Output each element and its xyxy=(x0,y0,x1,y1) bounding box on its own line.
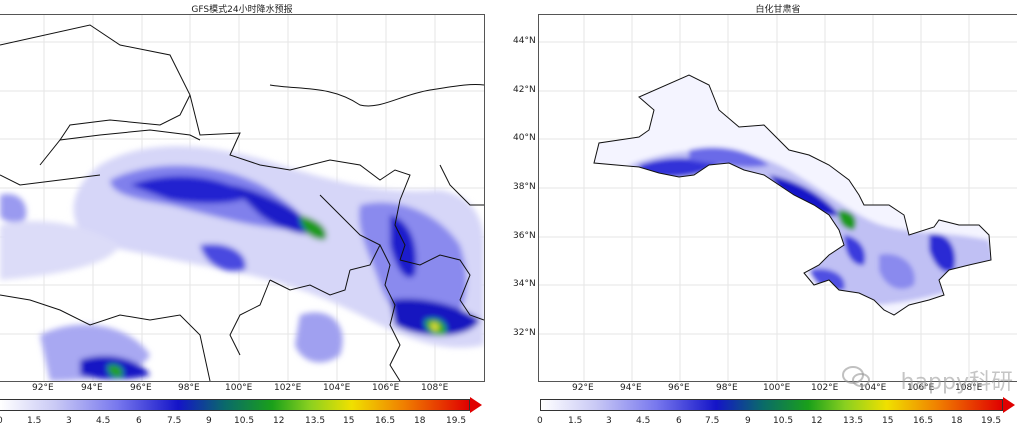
left-colorbar-label: 13.5 xyxy=(305,416,326,426)
right-map-svg xyxy=(539,15,1017,381)
right-colorbar-label: 10.5 xyxy=(773,416,794,426)
right-colorbar-label: 7.5 xyxy=(705,416,720,426)
right-colorbar-label: 15 xyxy=(882,416,894,426)
left-colorbar-label: 19.5 xyxy=(446,416,467,426)
right-lat-label: 32°N xyxy=(513,328,536,338)
left-precip-map xyxy=(0,14,485,382)
right-colorbar-label: 13.5 xyxy=(843,416,864,426)
right-lon-label: 92°E xyxy=(572,383,594,393)
left-colorbar-label: 18 xyxy=(414,416,426,426)
left-colorbar-label: 4.5 xyxy=(96,416,111,426)
right-colorbar-label: 12 xyxy=(811,416,823,426)
right-colorbar-label: 18 xyxy=(951,416,963,426)
right-lat-label: 42°N xyxy=(513,85,536,95)
left-lon-label: 104°E xyxy=(323,383,351,393)
left-colorbar-arrow xyxy=(470,397,482,413)
right-colorbar-label: 9 xyxy=(745,416,751,426)
left-colorbar-label: 9 xyxy=(206,416,212,426)
right-precip-map xyxy=(538,14,1017,382)
gansu-boundary xyxy=(593,74,992,316)
left-lon-label: 98°E xyxy=(178,383,200,393)
right-lat-label: 38°N xyxy=(513,182,536,192)
right-lat-label: 34°N xyxy=(513,279,536,289)
right-lat-label: 44°N xyxy=(513,36,536,46)
left-lon-label: 96°E xyxy=(130,383,152,393)
right-lon-label: 108°E xyxy=(955,383,983,393)
left-colorbar-label: 15 xyxy=(343,416,355,426)
right-clipped-field xyxy=(594,75,991,315)
left-lon-label: 108°E xyxy=(421,383,449,393)
left-colorbar-label: 1.5 xyxy=(27,416,42,426)
right-colorbar-label: 4.5 xyxy=(636,416,651,426)
left-lon-label: 92°E xyxy=(32,383,54,393)
right-colorbar xyxy=(540,399,1003,411)
right-lon-label: 98°E xyxy=(716,383,738,393)
left-lon-label: 102°E xyxy=(274,383,302,393)
right-colorbar-label: 1.5 xyxy=(568,416,583,426)
left-panel-title: GFS模式24小时降水预报 xyxy=(191,5,293,15)
right-colorbar-label: 0 xyxy=(537,416,543,426)
left-colorbar-label: 10.5 xyxy=(234,416,255,426)
right-lon-label: 104°E xyxy=(859,383,887,393)
left-colorbar-label: 7.5 xyxy=(167,416,182,426)
right-lon-label: 106°E xyxy=(907,383,935,393)
left-map-svg xyxy=(0,15,484,381)
left-colorbar-label: 12 xyxy=(273,416,285,426)
left-colorbar-label: 0 xyxy=(0,416,3,426)
wechat-icon xyxy=(842,366,870,387)
left-colorbar-label: 3 xyxy=(66,416,72,426)
right-colorbar-arrow xyxy=(1003,397,1015,413)
right-colorbar-label: 3 xyxy=(606,416,612,426)
right-colorbar-label: 6 xyxy=(676,416,682,426)
left-colorbar-label: 6 xyxy=(136,416,142,426)
left-lon-label: 94°E xyxy=(81,383,103,393)
right-lon-label: 94°E xyxy=(620,383,642,393)
right-lat-label: 36°N xyxy=(513,231,536,241)
right-lat-label: 40°N xyxy=(513,133,536,143)
left-colorbar-label: 16.5 xyxy=(375,416,396,426)
left-lon-label: 106°E xyxy=(372,383,400,393)
right-gridlines xyxy=(539,15,1017,381)
left-colorbar xyxy=(0,399,470,411)
left-boundaries xyxy=(0,24,484,381)
right-lon-label: 96°E xyxy=(668,383,690,393)
watermark-text: happy科研 xyxy=(900,370,1013,395)
right-lon-label: 100°E xyxy=(763,383,791,393)
right-panel-title: 白化甘肃省 xyxy=(755,5,801,15)
right-lon-label: 102°E xyxy=(811,383,839,393)
left-precip-field xyxy=(0,146,484,381)
right-colorbar-label: 19.5 xyxy=(981,416,1002,426)
right-colorbar-label: 16.5 xyxy=(913,416,934,426)
left-lon-label: 100°E xyxy=(225,383,253,393)
